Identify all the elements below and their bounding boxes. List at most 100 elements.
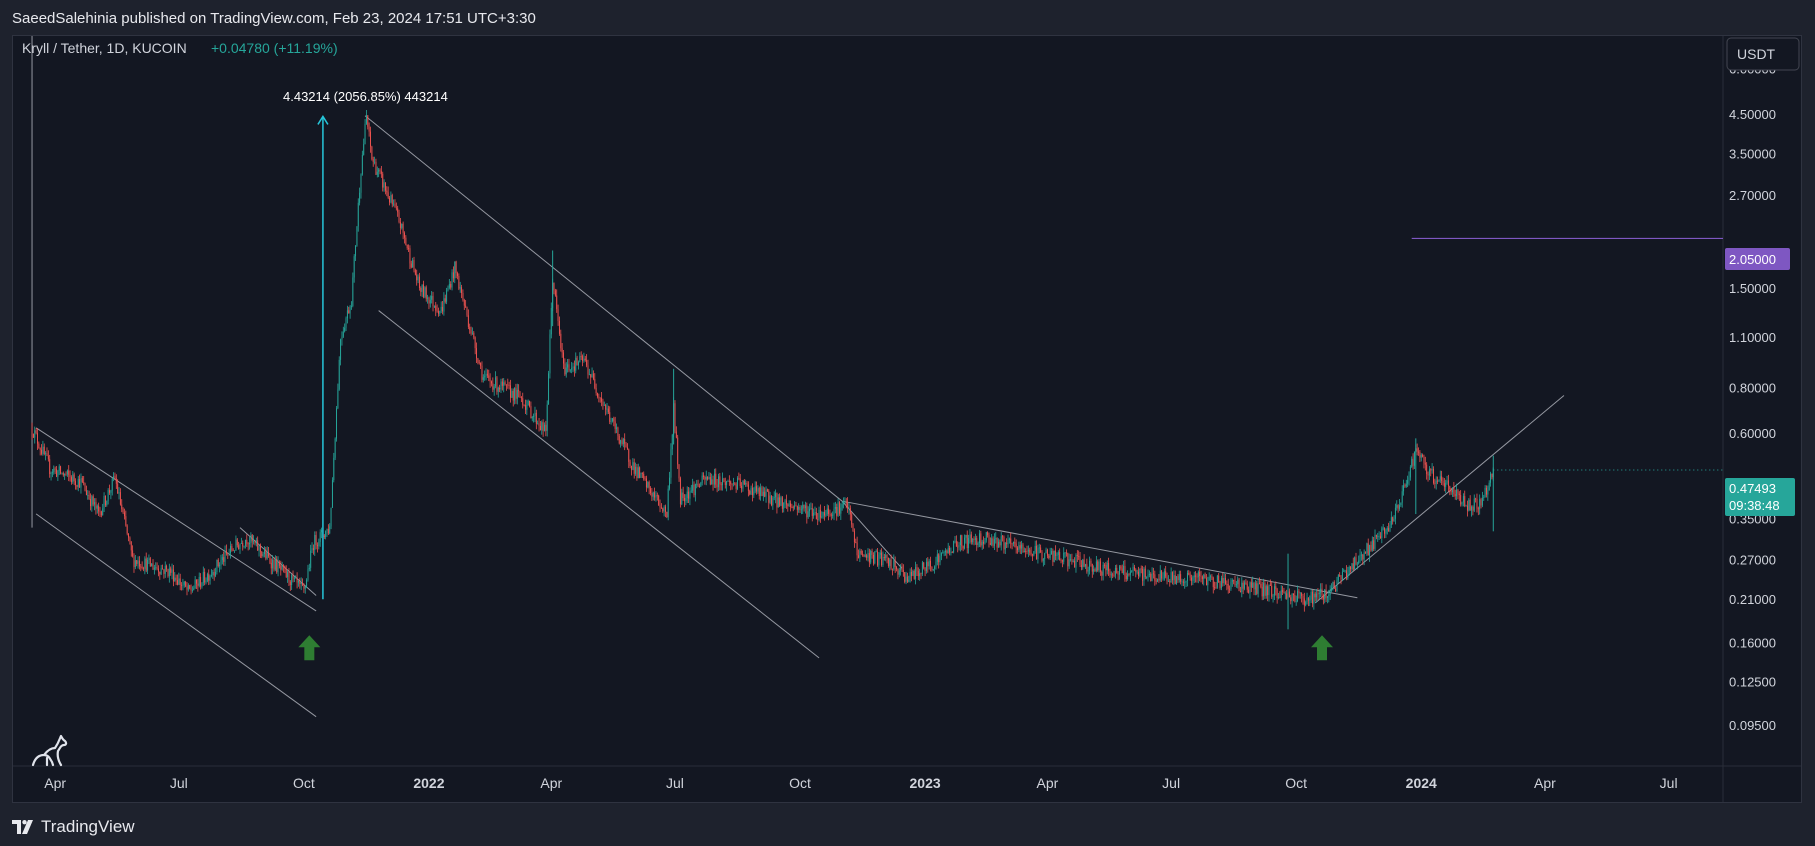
candle-body [1365,552,1366,554]
trendline-channel2-upper[interactable] [364,115,843,502]
candle-body [628,449,630,462]
candle-body [208,574,210,581]
candle-body [1352,563,1354,570]
candle-body [288,571,290,582]
candle-body [951,552,953,554]
candle-body [254,541,256,544]
candle-body [811,507,813,516]
trendline-channel1-lower[interactable] [35,513,317,718]
candle-body [1023,550,1025,553]
candle-body [1045,549,1047,554]
candle-body [1318,592,1320,594]
brand-name[interactable]: TradingView [41,817,135,836]
candle-body [554,290,556,296]
candle-body [1475,498,1477,500]
candle-body [1063,552,1065,562]
candle-body [1089,560,1091,571]
candle-body [639,467,641,478]
candle-body [1278,597,1279,599]
candle-body [147,559,149,571]
trendline-channel1-upper[interactable] [35,427,317,612]
candle-body [334,438,336,458]
candle-body [41,449,43,454]
candle-body [1400,502,1402,506]
chart-frame[interactable]: 6.000004.500003.500002.700001.500001.100… [12,35,1802,803]
candle-body [79,478,81,488]
candle-body [919,573,921,577]
candle-body [845,502,847,504]
symbol-legend[interactable]: Kryll / Tether, 1D, KUCOIN [22,40,187,56]
candle-body [1306,597,1308,603]
candle-body [210,575,212,576]
candle-body [523,404,525,406]
candle-body [1457,489,1459,494]
candle-body [80,478,82,488]
candle-body [481,365,483,380]
trendline-channel2-lower[interactable] [378,310,820,659]
currency-button-label[interactable]: USDT [1737,46,1776,62]
candle-body [1227,583,1229,589]
candle-body [1129,571,1131,575]
candle-body [991,538,993,545]
candle-body [878,554,880,566]
price-tick-label: 2.70000 [1729,188,1776,203]
candle-body [1116,567,1118,574]
candle-body [1102,564,1104,576]
candle-body [1068,559,1070,567]
candle-body [1188,572,1190,575]
trendline-descending-resistance[interactable] [842,500,1358,599]
candle-body [174,577,176,582]
currency-button[interactable] [1726,37,1800,71]
candle-body [662,508,664,512]
time-tick-label: Apr [540,775,562,791]
candle-body [1469,499,1471,511]
candle-body [141,566,143,569]
candle-body [553,282,555,291]
candle-body [633,462,635,474]
price-axis[interactable]: 6.000004.500003.500002.700001.500001.100… [1729,61,1776,732]
candle-body [391,195,393,205]
candle-body [249,542,250,545]
candle-body [548,373,550,405]
candle-body [1036,545,1038,560]
candle-body [1004,542,1006,550]
trendline-ascending-support[interactable] [1314,395,1565,604]
candle-body [406,244,408,249]
candle-body [345,318,347,328]
candle-body [361,154,363,175]
candle-body [171,569,173,573]
candle-body [125,516,127,526]
candle-body [815,511,817,520]
candle-body [1358,560,1360,564]
candle-body [191,590,193,591]
candle-body [65,473,67,475]
candle-body [887,557,889,566]
candle-body [848,508,850,509]
candle-body [350,305,352,307]
candle-body [746,483,748,485]
candle-body [1124,565,1126,576]
trendline-downtrend-tail[interactable] [841,500,903,569]
candle-body [1064,552,1066,554]
candle-body [868,553,870,563]
candle-body [1292,593,1294,595]
candle-body [200,577,202,587]
candle-body [934,566,936,570]
candle-body [410,263,412,268]
candle-body [1042,558,1044,561]
candle-body [312,548,314,550]
candle-body [1370,545,1372,551]
candle-body [549,334,551,374]
candle-body [382,173,384,188]
candle-body [723,478,725,483]
price-chart[interactable]: 6.000004.500003.500002.700001.500001.100… [13,36,1801,802]
time-axis[interactable]: Apr Jul Oct 2022 Apr Jul Oct 2023 Apr Jul Oct 2024 A… [44,775,1677,791]
candle-body [1413,451,1415,466]
plot-area[interactable] [13,36,1723,766]
candle-body [658,495,660,506]
candle-body [796,506,798,510]
candle-body [940,552,942,556]
candle-body [274,559,276,570]
candle-body [137,560,139,564]
candle-body [1332,582,1334,588]
